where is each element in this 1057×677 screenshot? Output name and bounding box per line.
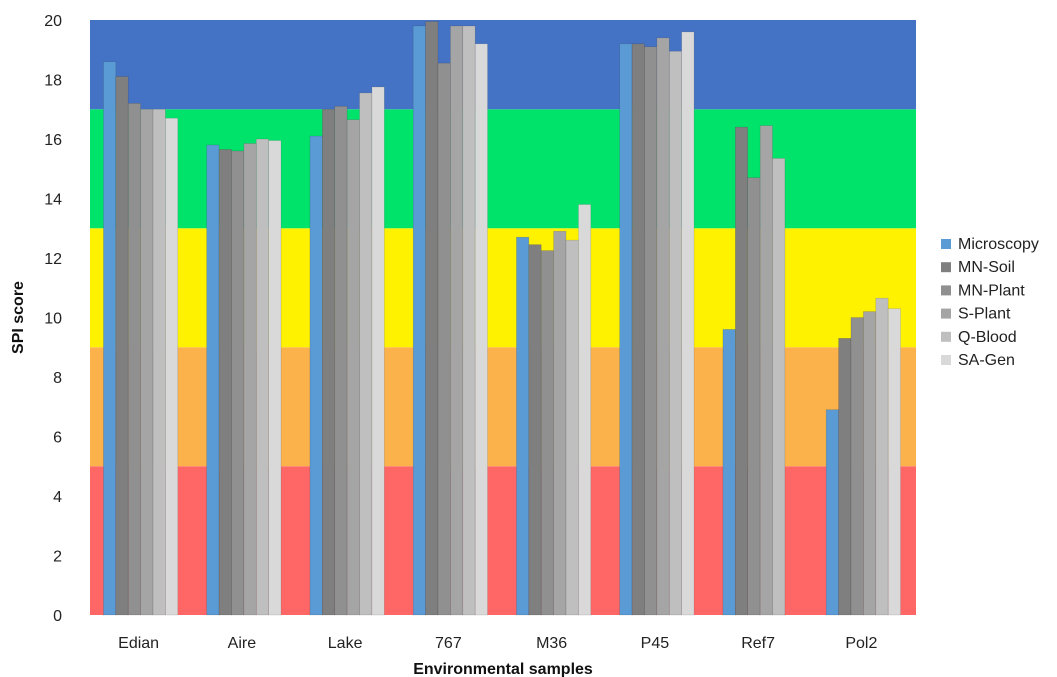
bar-Edian-Microscopy (103, 61, 117, 616)
bar-Aire-Q-Blood (255, 138, 269, 616)
bar-767-Microscopy (412, 25, 426, 616)
bar-Lake-Q-Blood (359, 92, 373, 616)
legend-swatch-MN-Plant (941, 285, 951, 296)
x-tick-label: Ref7 (741, 635, 775, 652)
bar-Ref7-MN-Plant (747, 177, 761, 616)
x-tick-label: 767 (435, 635, 462, 652)
bar-Edian-MN-Soil (115, 76, 129, 616)
legend-label-MN-Soil: MN-Soil (958, 259, 1015, 276)
x-tick-label: Aire (228, 635, 257, 652)
bar-Aire-MN-Soil (218, 149, 232, 616)
legend-swatch-S-Plant (941, 308, 951, 319)
y-axis-title: SPI score (10, 281, 27, 354)
bar-Edian-Q-Blood (152, 108, 166, 616)
y-tick-label: 10 (44, 311, 62, 328)
y-tick-label: 18 (44, 73, 62, 90)
y-tick-label: 20 (44, 13, 62, 30)
bar-M36-MN-Soil (528, 244, 542, 616)
bar-Pol2-S-Plant (863, 311, 877, 616)
bar-M36-Q-Blood (565, 239, 579, 616)
y-tick-label: 12 (44, 251, 62, 268)
legend-label-Microscopy: Microscopy (958, 236, 1039, 253)
bar-Pol2-MN-Plant (850, 317, 864, 616)
legend-swatch-SA-Gen (941, 355, 951, 365)
bar-M36-S-Plant (553, 230, 567, 616)
y-tick-label: 2 (53, 549, 62, 566)
y-tick-label: 4 (53, 489, 62, 506)
x-axis-ticks: Edian Aire Lake 767 M36 P45 Ref7 Pol2 (118, 635, 877, 652)
bar-Edian-S-Plant (140, 108, 154, 616)
legend-label-MN-Plant: MN-Plant (958, 282, 1025, 299)
bar-P45-S-Plant (656, 37, 670, 616)
bar-Pol2-MN-Soil (838, 338, 852, 616)
bar-Edian-MN-Plant (127, 103, 141, 616)
bar-Pol2-Q-Blood (875, 297, 889, 616)
bar-P45-MN-Plant (644, 46, 658, 616)
y-tick-label: 16 (44, 132, 62, 149)
bar-Aire-SA-Gen (268, 140, 282, 616)
legend-label-S-Plant: S-Plant (958, 306, 1011, 323)
bar-Lake-MN-Soil (322, 108, 336, 616)
bar-Edian-SA-Gen (165, 117, 179, 616)
legend-swatch-Q-Blood (941, 331, 951, 342)
legend-swatch-MN-Soil (941, 262, 951, 273)
bar-M36-MN-Plant (540, 250, 554, 616)
x-tick-label: P45 (641, 635, 670, 652)
bar-Ref7-Q-Blood (772, 158, 786, 616)
bar-Aire-S-Plant (243, 143, 257, 616)
bar-Pol2-SA-Gen (887, 308, 901, 616)
x-tick-label: Edian (118, 635, 159, 652)
bar-Lake-MN-Plant (334, 105, 348, 616)
legend-label-Q-Blood: Q-Blood (958, 329, 1017, 346)
bar-P45-SA-Gen (681, 31, 695, 616)
bar-767-S-Plant (450, 25, 464, 616)
bar-M36-Microscopy (516, 236, 530, 616)
bar-767-Q-Blood (462, 25, 476, 616)
legend-label-SA-Gen: SA-Gen (958, 352, 1015, 369)
x-tick-label: Lake (328, 635, 363, 652)
bar-Lake-S-Plant (346, 119, 360, 616)
bar-Pol2-Microscopy (825, 409, 839, 616)
legend-swatch-Microscopy (941, 239, 951, 249)
bar-Ref7-S-Plant (759, 125, 773, 616)
y-axis-ticks: 0 2 4 6 8 10 12 14 16 18 20 (44, 13, 62, 625)
legend: Microscopy MN-Soil MN-Plant S-Plant Q-Blood S… (941, 236, 1039, 369)
bar-767-SA-Gen (474, 43, 488, 616)
bar-767-MN-Plant (437, 62, 451, 616)
score-band-4 (90, 20, 916, 110)
bar-Aire-Microscopy (206, 144, 220, 616)
bar-Ref7-MN-Soil (735, 126, 749, 616)
x-tick-label: M36 (536, 635, 567, 652)
x-axis-title: Environmental samples (413, 661, 593, 677)
y-tick-label: 0 (53, 608, 62, 625)
bar-P45-Q-Blood (668, 50, 682, 616)
bar-767-MN-Soil (425, 21, 439, 616)
bar-Aire-MN-Plant (231, 150, 245, 616)
bar-P45-Microscopy (619, 43, 633, 616)
bar-Lake-Microscopy (309, 135, 323, 616)
bar-Ref7-Microscopy (722, 329, 736, 616)
bar-P45-MN-Soil (631, 43, 645, 616)
bars (103, 21, 901, 616)
bar-M36-SA-Gen (578, 204, 592, 616)
bar-Lake-SA-Gen (371, 86, 385, 616)
x-tick-label: Pol2 (845, 635, 877, 652)
y-tick-label: 6 (53, 430, 62, 447)
y-tick-label: 8 (53, 370, 62, 387)
y-tick-label: 14 (44, 192, 62, 209)
